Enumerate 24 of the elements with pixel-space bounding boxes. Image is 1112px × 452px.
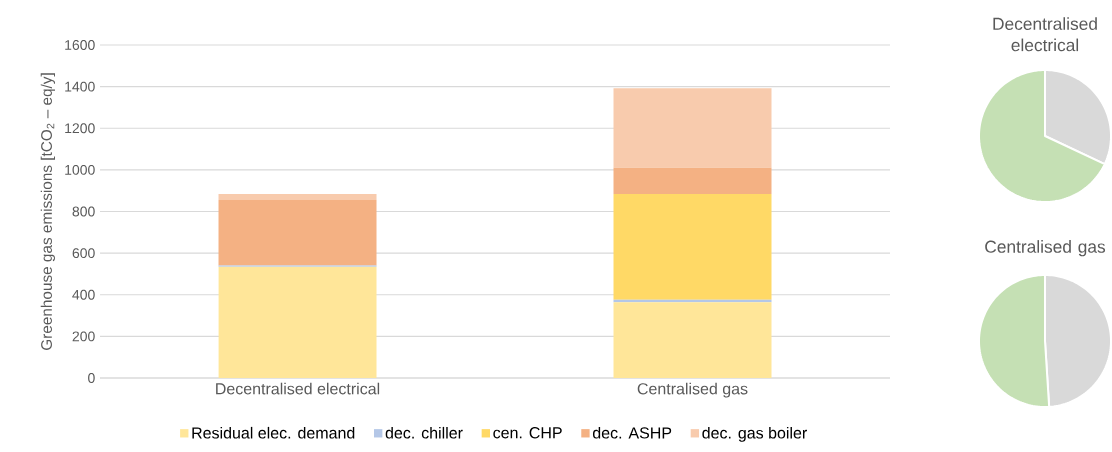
bar bbox=[613, 194, 772, 300]
y-axis-title: Greenhouse gas emissions [tCO$_{2}$ – eq/y] bbox=[40, 73, 55, 350]
bar bbox=[613, 302, 772, 378]
chart-title: Centralised gas bbox=[985, 240, 1106, 257]
y-tick-label: 1600 bbox=[65, 40, 95, 50]
y-tick-label: 800 bbox=[72, 206, 95, 217]
legend-label: dec. gas boiler bbox=[702, 426, 807, 442]
y-tick-label: 200 bbox=[72, 331, 95, 342]
legend-label: dec. ASHP bbox=[592, 426, 672, 439]
y-tick-label: 1200 bbox=[65, 123, 95, 134]
bar bbox=[613, 167, 772, 195]
bar bbox=[218, 200, 377, 266]
bar bbox=[218, 194, 377, 201]
legend-label: Residual elec. demand bbox=[192, 426, 355, 439]
y-tick-label: 1000 bbox=[65, 164, 95, 175]
bar bbox=[613, 88, 772, 168]
y-tick-label: 600 bbox=[72, 248, 95, 259]
chart-title: Decentralised electrical bbox=[993, 17, 1097, 52]
bar bbox=[218, 266, 377, 378]
legend-label: cen. CHP bbox=[493, 427, 562, 439]
y-tick-label: 1400 bbox=[65, 81, 95, 92]
legend-label: dec. chiller bbox=[385, 426, 463, 439]
y-tick-label: 400 bbox=[72, 289, 95, 300]
y-tick-label: 0 bbox=[88, 373, 95, 383]
